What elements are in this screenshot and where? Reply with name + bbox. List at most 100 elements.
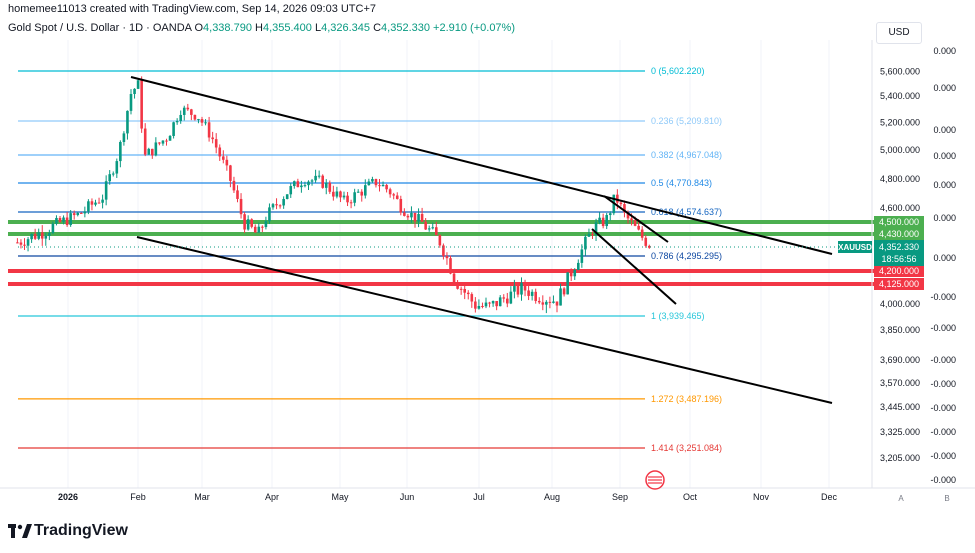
- candle-body: [179, 114, 182, 121]
- candle-body: [26, 239, 30, 246]
- time-axis-label: Jun: [400, 492, 415, 502]
- indicator-axis-label: 0.000: [933, 253, 956, 263]
- candle-body: [129, 94, 133, 111]
- price-axis-label: 4,800.000: [880, 174, 920, 184]
- price-axis-label: 4,600.000: [880, 203, 920, 213]
- candle-body: [537, 300, 541, 303]
- candle-body: [282, 198, 285, 206]
- indicator-axis-label: 0.000: [933, 83, 956, 93]
- candle-body: [353, 192, 356, 203]
- indicator-axis-label: 0.000: [933, 46, 956, 56]
- indicator-axis-label: -0.000: [930, 355, 956, 365]
- tradingview-logo-icon: [8, 524, 32, 538]
- price-axis: 5,600.000 5,400.000 5,200.000 5,000.000 4,80…: [871, 40, 956, 488]
- price-badges: 4,500.000 4,430.000 4,200.000 4,125.000 XAUU…: [18, 216, 924, 290]
- candle-body: [378, 185, 381, 187]
- indicator-axis-label: -0.000: [930, 379, 956, 389]
- high-value: 4,355.400: [262, 22, 312, 34]
- level-price-badge: [874, 265, 924, 277]
- candle-body: [644, 237, 648, 246]
- trend-line: [591, 228, 677, 305]
- price-level-line: [8, 282, 874, 286]
- candle-body: [143, 128, 147, 155]
- time-axis-label: Apr: [265, 492, 279, 502]
- fib-level-label: 0.5 (4,770.843): [651, 178, 712, 188]
- price-level-line: [8, 232, 874, 236]
- candle-body: [442, 245, 445, 256]
- candle-body: [147, 148, 151, 155]
- time-axis-label: Feb: [130, 492, 146, 502]
- candle-body: [456, 282, 459, 289]
- candle-body: [488, 302, 491, 304]
- candle-body: [477, 305, 481, 309]
- candle-body: [126, 110, 129, 134]
- level-price-badge: [874, 216, 924, 228]
- candle-body: [40, 232, 44, 239]
- candle-body: [552, 301, 555, 303]
- candle-body: [346, 195, 349, 203]
- price-axis-label: 5,600.000: [880, 66, 920, 76]
- candle-body: [289, 186, 293, 195]
- price-chart[interactable]: 0 (5,602.220) 0.236 (5,209.810) 0.382 (4,9…: [0, 0, 975, 520]
- trend-line: [603, 195, 669, 243]
- candle-body: [601, 217, 605, 227]
- candle-body: [516, 285, 520, 295]
- candle-body: [431, 227, 435, 229]
- indicator-axis-label: -0.000: [930, 451, 956, 461]
- time-axis-label: Mar: [194, 492, 210, 502]
- indicator-axis-label: -0.000: [930, 427, 956, 437]
- candle-body: [16, 242, 19, 244]
- candle-body: [435, 227, 438, 236]
- candle-body: [559, 288, 562, 306]
- candle-body: [321, 175, 324, 188]
- price-axis-label: 5,000.000: [880, 145, 920, 155]
- time-axis-label: Oct: [683, 492, 698, 502]
- candle-body: [410, 212, 413, 218]
- symbol-tag-text: XAUUSD: [838, 243, 872, 252]
- candle-body: [495, 300, 498, 307]
- candle-body: [449, 258, 452, 274]
- candle-body: [271, 204, 275, 208]
- change-value: +2.910 (+0.07%): [433, 22, 515, 34]
- candle-body: [303, 185, 307, 187]
- close-value: 4,352.330: [381, 22, 430, 34]
- currency-button[interactable]: USD: [876, 22, 922, 44]
- candle-body: [190, 109, 193, 115]
- candle-body: [616, 194, 619, 203]
- candle-body: [76, 212, 80, 216]
- candle-body: [541, 302, 545, 305]
- candle-body: [65, 217, 69, 226]
- candle-body: [555, 301, 559, 306]
- fib-level-label: 0.236 (5,209.810): [651, 116, 722, 126]
- horizontal-levels: [8, 220, 874, 286]
- time-axis-label: Nov: [753, 492, 770, 502]
- candle-body: [33, 233, 37, 239]
- candle-body: [154, 142, 158, 156]
- indicator-axis-label: -0.000: [930, 403, 956, 413]
- candle-body: [175, 120, 179, 123]
- candle-body: [314, 175, 317, 181]
- candle-body: [19, 242, 23, 245]
- trend-line: [130, 76, 833, 255]
- candle-body: [339, 191, 342, 198]
- candle-body: [264, 221, 268, 228]
- candle-body: [584, 236, 587, 250]
- candle-body: [463, 288, 466, 293]
- candle-body: [239, 198, 243, 215]
- candle-body: [466, 292, 470, 295]
- candle-body: [562, 288, 566, 295]
- candle-body: [474, 301, 477, 309]
- close-label: C: [373, 22, 382, 34]
- level-price-text: 4,200.000: [879, 266, 919, 276]
- candle-body: [332, 191, 335, 197]
- candle-body: [626, 212, 630, 219]
- candle-body: [94, 202, 97, 205]
- last-price-badge: [874, 240, 924, 266]
- time-axis: 2026 Feb Mar Apr May Jun Jul Aug Sep Oct Nov Dec A B: [0, 470, 975, 503]
- candle-body: [413, 212, 417, 222]
- last-price-text: 4,352.330: [879, 242, 919, 252]
- brand-name: TradingView: [34, 522, 128, 539]
- candle-body: [591, 234, 594, 236]
- price-axis-label: 5,400.000: [880, 91, 920, 101]
- candle-body: [172, 122, 175, 136]
